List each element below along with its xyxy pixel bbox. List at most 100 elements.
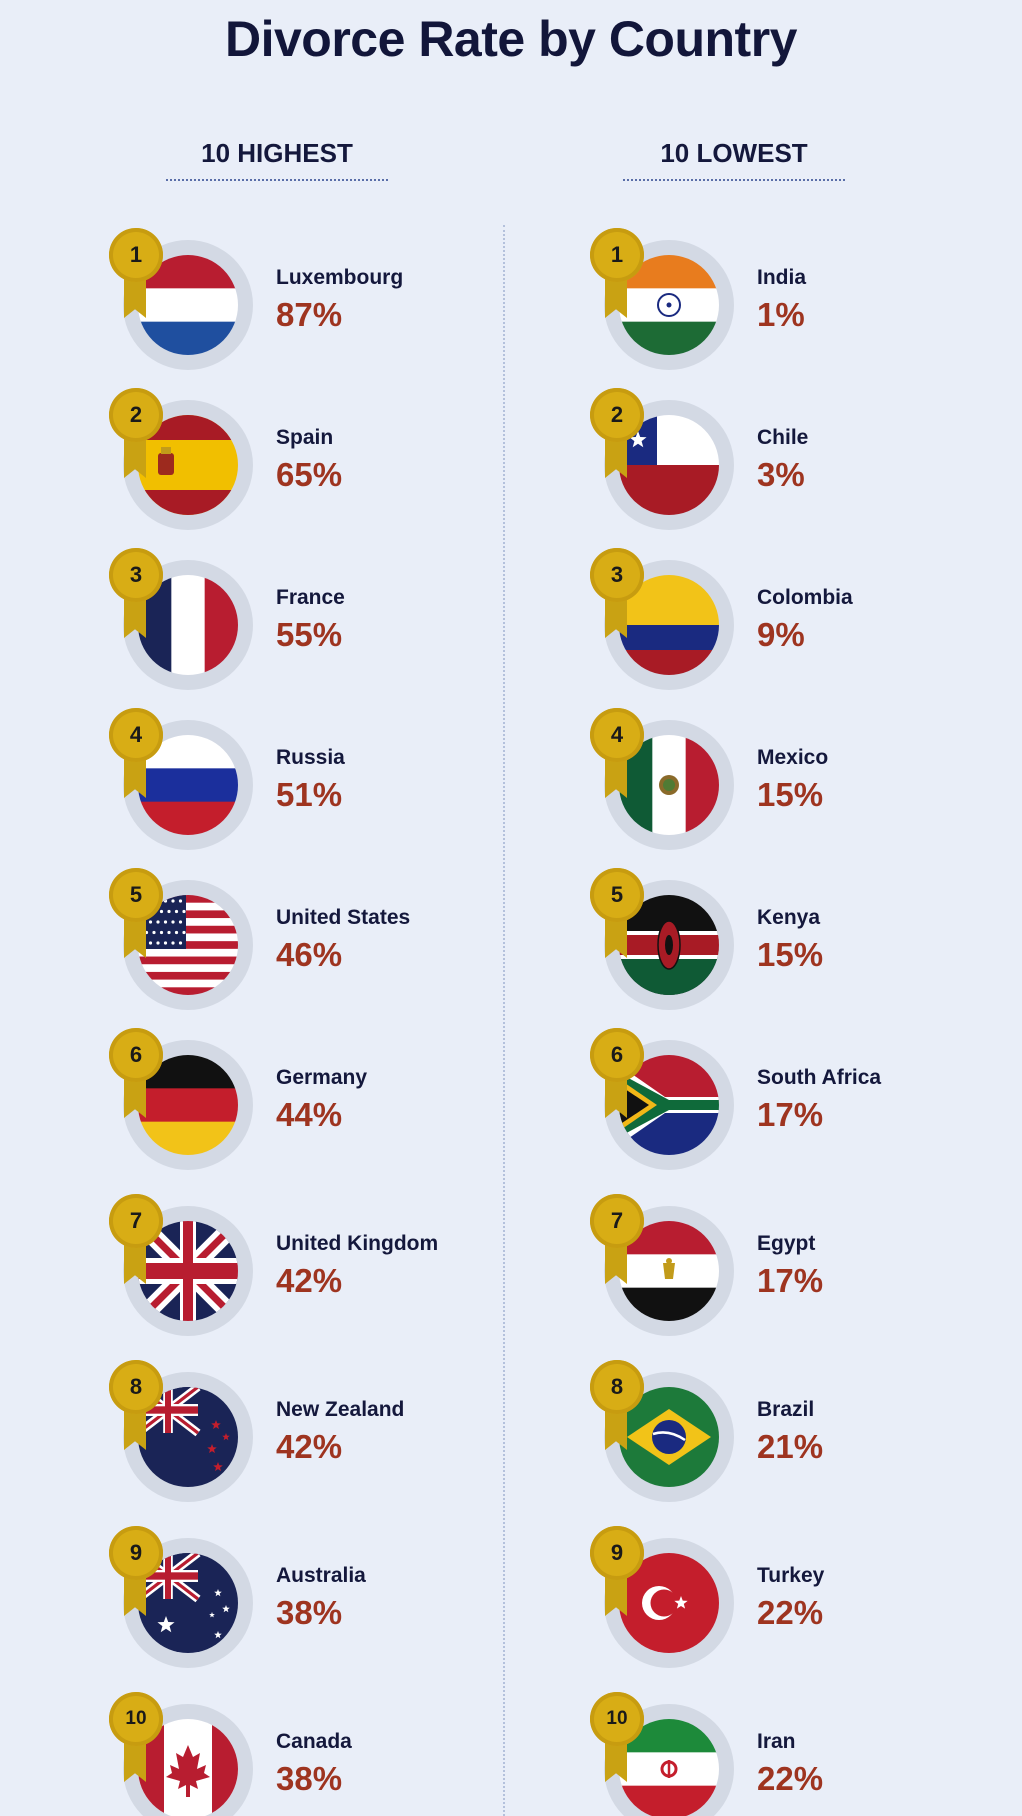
divorce-rate: 15%	[757, 936, 824, 973]
rank-number: 4	[129, 722, 143, 747]
country-name: Luxembourg	[276, 266, 404, 289]
rank-number: 9	[129, 1540, 143, 1565]
divorce-rate: 21%	[757, 1428, 824, 1465]
medal-ribbon-icon	[605, 1244, 627, 1284]
country-entry: 3 Colombia 9%	[481, 548, 961, 690]
medal-ribbon-icon	[124, 1078, 146, 1118]
divorce-rate: 42%	[276, 1262, 343, 1299]
country-entry: 1 Luxembourg 87%	[0, 228, 480, 370]
rank-number: 3	[129, 562, 143, 587]
country-name: Iran	[757, 1730, 796, 1753]
rank-number: 1	[610, 242, 624, 267]
country-name: Mexico	[757, 746, 829, 769]
divorce-rate: 38%	[276, 1594, 343, 1631]
country-entry: 9 Australia 38%	[0, 1526, 480, 1668]
country-entry: 2 Chile 3%	[481, 388, 961, 530]
country-entry: 2 Spain 65%	[0, 388, 480, 530]
medal-ribbon-icon	[124, 1742, 146, 1782]
country-name: France	[276, 586, 345, 609]
divorce-rate: 9%	[757, 616, 805, 653]
medal-ribbon-icon	[124, 438, 146, 478]
country-name: India	[757, 266, 807, 289]
country-entry: 1 India 1%	[481, 228, 961, 370]
country-entry: 8 Brazil 21%	[481, 1360, 961, 1502]
page-title: Divorce Rate by Country	[225, 11, 797, 67]
medal-ribbon-icon	[605, 278, 627, 318]
rank-medal-icon: 5	[109, 868, 163, 922]
divorce-rate: 15%	[757, 776, 824, 813]
rank-number: 6	[129, 1042, 143, 1067]
rank-medal-icon: 1	[590, 228, 644, 282]
rank-number: 7	[129, 1208, 143, 1233]
divorce-rate: 17%	[757, 1096, 824, 1133]
country-name: Russia	[276, 746, 345, 769]
divorce-rate: 51%	[276, 776, 343, 813]
medal-ribbon-icon	[605, 438, 627, 478]
medal-ribbon-icon	[124, 278, 146, 318]
rank-number: 7	[610, 1208, 624, 1233]
country-entry: 8 New Zealand 42%	[0, 1360, 480, 1502]
medal-ribbon-icon	[124, 598, 146, 638]
rank-medal-icon: 1	[109, 228, 163, 282]
rank-medal-icon: 4	[590, 708, 644, 762]
country-entry: 7 United Kingdom 42%	[0, 1194, 480, 1336]
country-name: New Zealand	[276, 1398, 405, 1421]
medal-ribbon-icon	[605, 1078, 627, 1118]
divorce-rate: 17%	[757, 1262, 824, 1299]
country-entry: 10 Iran 22%	[481, 1692, 961, 1816]
rank-medal-icon: 9	[590, 1526, 644, 1580]
divorce-rate: 65%	[276, 456, 343, 493]
highest-rates-list: 1 Luxembourg 87% 2 Spain 65% 3	[0, 0, 480, 1816]
divorce-rate: 87%	[276, 296, 343, 333]
rank-medal-icon: 5	[590, 868, 644, 922]
australia-flag-icon	[138, 1553, 238, 1653]
medal-ribbon-icon	[605, 1742, 627, 1782]
country-entry: 4 Mexico 15%	[481, 708, 961, 850]
medal-ribbon-icon	[605, 1410, 627, 1450]
medal-ribbon-icon	[124, 1244, 146, 1284]
medal-ribbon-icon	[605, 598, 627, 638]
medal-ribbon-icon	[605, 758, 627, 798]
rank-number: 9	[610, 1540, 624, 1565]
rank-number: 10	[125, 1708, 147, 1729]
column-heading-underline	[623, 179, 845, 181]
column-heading-lowest: 10 LOWEST	[619, 138, 849, 181]
medal-ribbon-icon	[124, 758, 146, 798]
medal-ribbon-icon	[605, 918, 627, 958]
medal-ribbon-icon	[124, 1576, 146, 1616]
rank-medal-icon: 3	[590, 548, 644, 602]
lowest-rates-list: 1 India 1% 2 Chile 3% 3	[481, 0, 961, 1816]
divorce-rate: 44%	[276, 1096, 343, 1133]
country-entry: 4 Russia 51%	[0, 708, 480, 850]
divorce-rate: 42%	[276, 1428, 343, 1465]
rank-number: 2	[129, 402, 143, 427]
rank-number: 5	[129, 882, 143, 907]
rank-medal-icon: 7	[590, 1194, 644, 1248]
rank-medal-icon: 4	[109, 708, 163, 762]
rank-medal-icon: 6	[109, 1028, 163, 1082]
column-heading-underline	[166, 179, 388, 181]
country-entry: 6 Germany 44%	[0, 1028, 480, 1170]
rank-number: 10	[606, 1708, 628, 1729]
country-name: Turkey	[757, 1564, 825, 1587]
country-name: United Kingdom	[276, 1232, 439, 1255]
kenya-flag-icon	[619, 895, 719, 995]
rank-medal-icon: 9	[109, 1526, 163, 1580]
medal-ribbon-icon	[124, 918, 146, 958]
divorce-rate: 1%	[757, 296, 805, 333]
rank-medal-icon: 10	[590, 1692, 644, 1746]
country-name: Colombia	[757, 586, 853, 609]
rank-number: 3	[610, 562, 624, 587]
rank-number: 4	[610, 722, 624, 747]
divorce-rate: 22%	[757, 1760, 824, 1797]
country-name: Canada	[276, 1730, 352, 1753]
country-name: Egypt	[757, 1232, 816, 1255]
country-entry: 6 South Africa 17%	[481, 1028, 961, 1170]
column-divider	[503, 225, 505, 1816]
country-name: South Africa	[757, 1066, 882, 1089]
divorce-rate: 55%	[276, 616, 343, 653]
column-heading-text: 10 LOWEST	[660, 138, 808, 168]
rank-number: 2	[610, 402, 624, 427]
rank-medal-icon: 6	[590, 1028, 644, 1082]
country-entry: 10 Canada 38%	[0, 1692, 480, 1816]
